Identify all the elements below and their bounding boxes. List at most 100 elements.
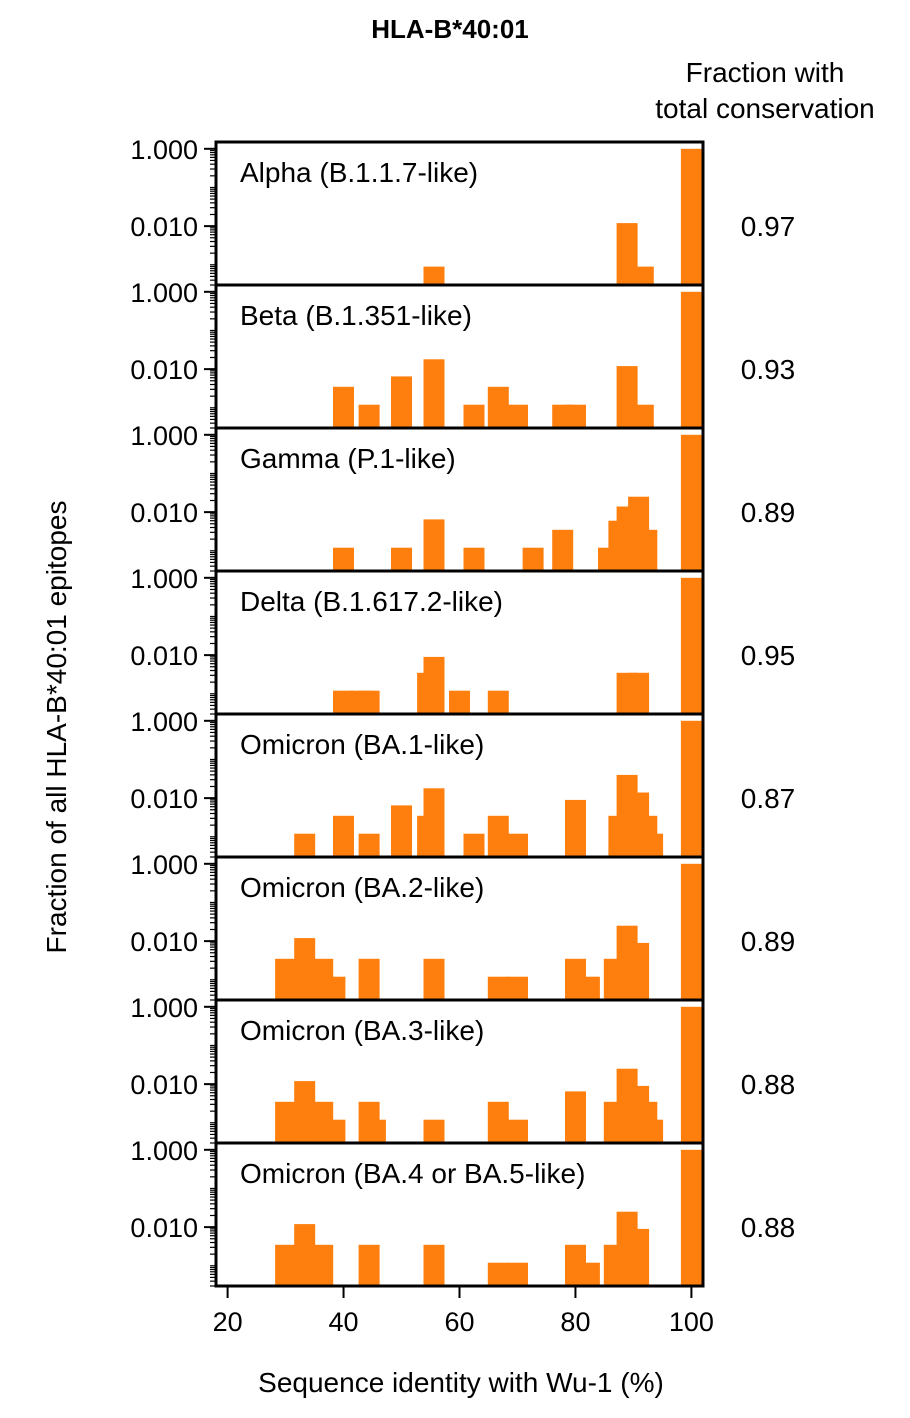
- bar: [333, 815, 354, 857]
- panel: 1.000 0.010 Beta (B.1.351-like) 0.93: [130, 278, 796, 430]
- bar: [275, 1101, 297, 1143]
- bar: [449, 690, 470, 714]
- bar: [507, 1262, 528, 1286]
- y-tick-label: 0.010: [130, 1070, 198, 1100]
- bar: [487, 386, 509, 428]
- bar: [294, 833, 316, 857]
- bar: [463, 833, 485, 857]
- bar: [423, 266, 445, 285]
- right-header-line-2: total conservation: [655, 93, 874, 124]
- y-tick-label: 0.010: [130, 355, 198, 385]
- x-tick-label: 60: [444, 1307, 474, 1337]
- panel-name: Omicron (BA.2-like): [240, 872, 484, 903]
- conservation-value: 0.97: [741, 211, 796, 242]
- conservation-value: 0.89: [741, 926, 796, 957]
- bar: [333, 690, 354, 714]
- bar: [636, 529, 658, 571]
- bar: [522, 547, 544, 571]
- y-tick-label: 0.010: [130, 498, 198, 528]
- bar: [507, 833, 528, 857]
- bar: [423, 1244, 445, 1286]
- bar: [364, 1119, 386, 1143]
- bar: [423, 656, 445, 714]
- x-tick-label: 20: [213, 1307, 243, 1337]
- x-axis: 20 40 60 80 100: [213, 1286, 714, 1337]
- x-axis-label: Sequence identity with Wu-1 (%): [258, 1367, 664, 1398]
- y-tick-label: 0.010: [130, 784, 198, 814]
- bar: [463, 547, 485, 571]
- bar: [275, 958, 297, 1000]
- bar: [423, 359, 445, 428]
- bar: [632, 266, 654, 285]
- bar: [423, 1119, 445, 1143]
- bar: [578, 1262, 600, 1286]
- conservation-value: 0.93: [741, 354, 796, 385]
- bar: [507, 1119, 528, 1143]
- bar: [642, 833, 664, 857]
- y-tick-label: 1.000: [130, 850, 198, 880]
- conservation-value: 0.87: [741, 783, 796, 814]
- bar: [487, 690, 509, 714]
- conservation-value: 0.88: [741, 1212, 796, 1243]
- panel: 1.000 0.010 Omicron (BA.4 or BA.5-like) 0.8…: [130, 1136, 796, 1288]
- bar: [507, 976, 528, 1000]
- panel: 1.000 0.010 Omicron (BA.3-like) 0.88: [130, 993, 796, 1145]
- bar: [391, 805, 412, 857]
- bar: [680, 720, 702, 857]
- panel: 1.000 0.010 Delta (B.1.617.2-like) 0.95: [130, 564, 796, 716]
- bar: [423, 958, 445, 1000]
- conservation-value: 0.95: [741, 640, 796, 671]
- bar: [358, 404, 380, 428]
- panel-name: Omicron (BA.4 or BA.5-like): [240, 1158, 585, 1189]
- bar: [565, 799, 586, 857]
- bar: [616, 223, 638, 285]
- panel-name: Omicron (BA.3-like): [240, 1015, 484, 1046]
- bar: [324, 1119, 346, 1143]
- bar: [294, 938, 316, 1000]
- panels-group: 1.000 0.010 Alpha (B.1.1.7-like) 0.97 1.000 0…: [130, 135, 796, 1288]
- bar: [294, 1224, 316, 1286]
- panel-name: Delta (B.1.617.2-like): [240, 586, 503, 617]
- bar: [565, 1091, 586, 1143]
- bar: [578, 976, 600, 1000]
- bar: [423, 788, 445, 857]
- bar: [294, 1081, 316, 1143]
- y-tick-label: 1.000: [130, 278, 198, 308]
- chart-title: HLA-B*40:01: [371, 14, 529, 44]
- bar: [616, 366, 638, 428]
- bar: [628, 672, 650, 714]
- y-tick-label: 1.000: [130, 1136, 198, 1166]
- bar: [552, 529, 574, 571]
- x-tick-label: 80: [560, 1307, 590, 1337]
- bar: [463, 404, 485, 428]
- bar: [565, 404, 586, 428]
- bar: [358, 690, 380, 714]
- bar: [324, 976, 346, 1000]
- bar: [680, 148, 702, 285]
- y-tick-label: 1.000: [130, 135, 198, 165]
- bar: [680, 1006, 702, 1143]
- conservation-value: 0.88: [741, 1069, 796, 1100]
- bar: [358, 958, 380, 1000]
- bar: [275, 1244, 297, 1286]
- bar: [628, 1228, 650, 1286]
- bar: [487, 1262, 509, 1286]
- right-header-line-1: Fraction with: [686, 57, 845, 88]
- panel-name: Gamma (P.1-like): [240, 443, 456, 474]
- bar: [628, 942, 650, 1000]
- y-axis-label: Fraction of all HLA-B*40:01 epitopes: [41, 501, 72, 954]
- panel: 1.000 0.010 Alpha (B.1.1.7-like) 0.97: [130, 135, 796, 287]
- y-tick-label: 0.010: [130, 927, 198, 957]
- panel-name: Omicron (BA.1-like): [240, 729, 484, 760]
- conservation-value: 0.89: [741, 497, 796, 528]
- bar: [680, 577, 702, 714]
- bar: [680, 863, 702, 1000]
- bar: [391, 376, 412, 428]
- bar: [680, 291, 702, 428]
- y-tick-label: 1.000: [130, 707, 198, 737]
- bar: [642, 1119, 664, 1143]
- bar: [680, 1149, 702, 1286]
- bar: [333, 386, 354, 428]
- bar: [358, 833, 380, 857]
